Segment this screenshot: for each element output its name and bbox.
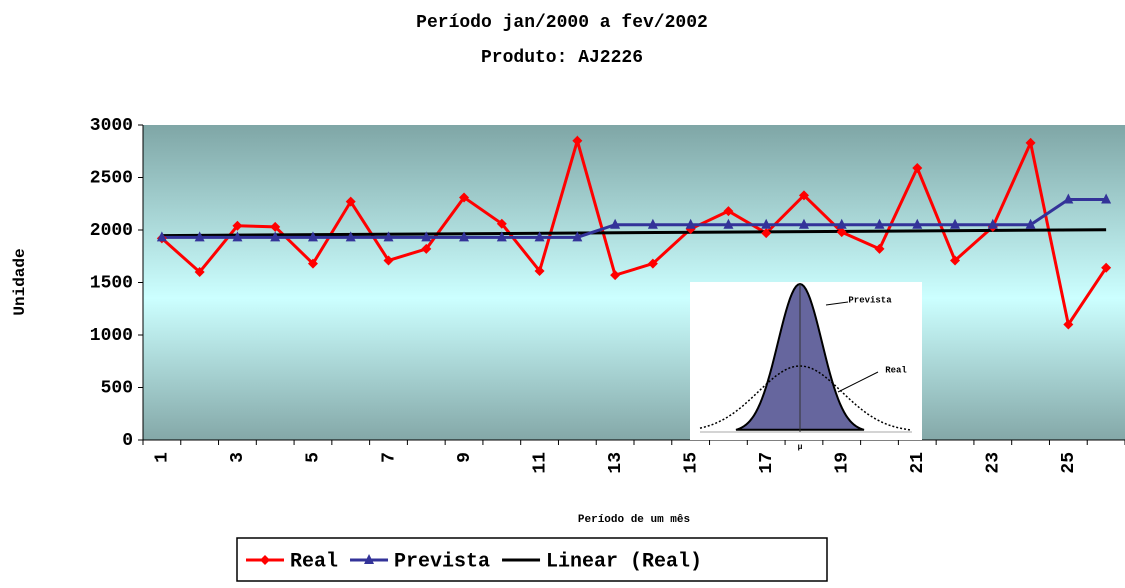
chart-title: Período jan/2000 a fev/2002 — [416, 13, 708, 33]
point — [383, 255, 394, 266]
point — [194, 267, 205, 277]
point — [345, 196, 356, 207]
legend-label: Real — [290, 550, 338, 573]
point — [270, 231, 281, 242]
point — [572, 231, 583, 242]
inset-pointer — [825, 301, 849, 306]
trendline — [161, 228, 1107, 238]
inset-label: Real — [885, 365, 907, 375]
point — [345, 231, 356, 242]
point — [1101, 262, 1112, 273]
y-tick-label: 1000 — [90, 326, 133, 346]
point — [270, 221, 281, 232]
point — [383, 231, 394, 242]
point — [950, 218, 961, 229]
inset-pointer — [837, 371, 879, 393]
point — [610, 218, 621, 229]
point — [912, 218, 923, 229]
y-tick-label: 1500 — [90, 273, 133, 293]
point — [421, 231, 432, 242]
point — [459, 192, 470, 203]
point — [647, 258, 658, 269]
x-axis-label: Período de um mês — [578, 514, 690, 526]
point — [723, 218, 734, 229]
point — [950, 255, 961, 266]
plot-area — [143, 125, 1125, 440]
x-tick-label: 17 — [757, 452, 777, 474]
point — [798, 190, 809, 201]
x-tick-label: 19 — [832, 452, 852, 474]
x-tick-label: 11 — [530, 452, 550, 474]
y-tick-label: 0 — [122, 431, 133, 451]
point — [987, 218, 998, 229]
x-tick-label: 9 — [455, 452, 475, 463]
inset-image: Prevista Real μ — [690, 282, 922, 452]
point — [836, 218, 847, 229]
point — [194, 231, 205, 242]
point — [496, 231, 507, 242]
point — [421, 243, 432, 254]
inset-curve-real — [699, 365, 911, 431]
point — [307, 231, 318, 242]
point — [874, 243, 885, 254]
y-tick-label: 2000 — [90, 221, 133, 241]
point — [232, 231, 243, 242]
point — [1063, 193, 1074, 204]
series-line — [160, 135, 1108, 329]
point — [798, 218, 809, 229]
inset-label: Prevista — [848, 295, 892, 305]
y-tick-label: 3000 — [90, 116, 133, 136]
y-axis-label: Unidade — [11, 248, 29, 315]
point — [496, 218, 507, 229]
x-tick-label: 13 — [606, 452, 626, 474]
point — [459, 231, 470, 242]
point — [1025, 218, 1036, 229]
legend-label: Linear (Real) — [546, 550, 702, 573]
x-tick-label: 25 — [1059, 452, 1079, 474]
legend-label: Prevista — [394, 550, 490, 573]
point — [307, 258, 318, 269]
point — [723, 206, 734, 217]
point — [534, 265, 545, 276]
x-tick-label: 7 — [379, 452, 399, 463]
point — [874, 218, 885, 229]
x-tick-label: 3 — [228, 452, 248, 463]
point — [912, 163, 923, 174]
point — [1063, 319, 1074, 330]
point — [761, 228, 772, 239]
x-tick-label: 5 — [304, 452, 324, 463]
point — [534, 231, 545, 242]
point — [260, 555, 270, 565]
point — [1101, 193, 1112, 204]
series-line — [161, 198, 1107, 239]
point — [610, 270, 621, 281]
x-tick-label: 21 — [908, 452, 928, 474]
point — [232, 220, 243, 231]
point — [647, 218, 658, 229]
point — [836, 227, 847, 238]
chart-subtitle: Produto: AJ2226 — [481, 48, 643, 68]
point — [761, 218, 772, 229]
point — [1025, 137, 1036, 148]
y-tick-label: 2500 — [90, 168, 133, 188]
x-tick-label: 1 — [153, 452, 173, 463]
point — [685, 218, 696, 229]
point — [364, 554, 375, 564]
x-tick-label: 23 — [984, 452, 1004, 474]
inset-label: μ — [798, 443, 803, 452]
y-tick-label: 500 — [101, 378, 133, 398]
x-tick-label: 15 — [681, 452, 701, 474]
point — [156, 231, 167, 242]
point — [572, 135, 583, 146]
